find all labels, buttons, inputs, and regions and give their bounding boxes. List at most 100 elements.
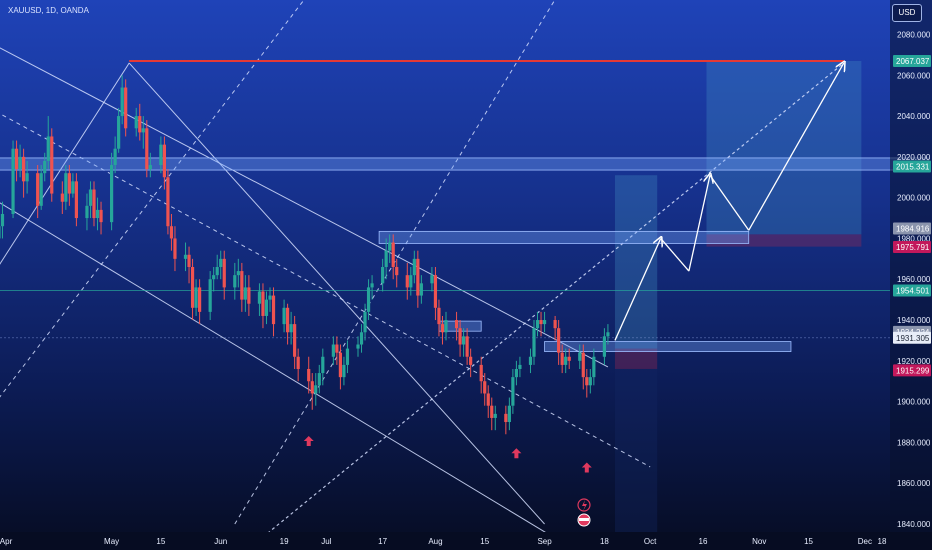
price-tag[interactable]: 1984.916 [893, 222, 931, 235]
candle[interactable] [359, 324, 364, 353]
candle[interactable] [458, 320, 462, 357]
forecast-arrow[interactable] [614, 238, 661, 341]
candle[interactable] [261, 283, 265, 329]
candle[interactable] [557, 320, 561, 365]
candle[interactable] [208, 271, 212, 321]
candle[interactable] [490, 397, 494, 431]
candle[interactable] [307, 356, 311, 394]
supply-zone[interactable] [378, 230, 750, 244]
candle[interactable] [310, 373, 314, 410]
candle[interactable] [381, 258, 385, 292]
candle[interactable] [504, 405, 508, 435]
candle[interactable] [437, 299, 441, 337]
candle[interactable] [578, 344, 582, 369]
candle[interactable] [95, 197, 100, 231]
candle[interactable] [518, 356, 522, 378]
candle[interactable] [50, 128, 54, 202]
candle[interactable] [92, 181, 96, 227]
candle[interactable] [289, 311, 293, 345]
candle[interactable] [338, 344, 342, 390]
parallel-dashed-line[interactable] [0, 0, 309, 430]
candle[interactable] [465, 328, 469, 365]
stop-box[interactable] [614, 348, 658, 369]
candle[interactable] [198, 279, 202, 325]
candle[interactable] [134, 107, 138, 137]
candle[interactable] [412, 250, 416, 284]
candle[interactable] [296, 348, 300, 382]
candle[interactable] [416, 250, 420, 308]
candle[interactable] [542, 311, 547, 333]
candle[interactable] [233, 262, 237, 300]
lightning-icon[interactable] [577, 498, 591, 512]
candle[interactable] [293, 315, 297, 369]
candle[interactable] [187, 246, 191, 284]
candle[interactable] [479, 356, 483, 394]
candle[interactable] [342, 356, 346, 386]
candle[interactable] [588, 368, 592, 394]
candle[interactable] [560, 344, 564, 374]
channel-top-line[interactable] [0, 34, 609, 368]
candle[interactable] [363, 303, 367, 341]
candle[interactable] [532, 320, 536, 365]
candle[interactable] [60, 181, 64, 214]
candle[interactable] [194, 279, 198, 316]
candle[interactable] [243, 275, 247, 312]
up-arrow-icon[interactable] [511, 448, 522, 459]
candle[interactable] [535, 311, 540, 337]
candle[interactable] [430, 267, 434, 292]
candle[interactable] [370, 275, 374, 300]
candle[interactable] [321, 348, 325, 386]
candle[interactable] [567, 348, 571, 369]
candle[interactable] [395, 258, 399, 288]
price-tag[interactable]: 2067.037 [893, 55, 931, 67]
candle[interactable] [440, 315, 445, 345]
candle[interactable] [138, 103, 142, 141]
candle[interactable] [514, 360, 518, 386]
price-tag[interactable]: 1915.299 [893, 364, 931, 377]
candle[interactable] [145, 120, 149, 178]
candle[interactable] [240, 262, 244, 312]
candle[interactable] [169, 213, 174, 251]
up-arrow-icon[interactable] [303, 436, 314, 447]
candle[interactable] [507, 397, 511, 431]
candle[interactable] [433, 267, 438, 321]
candle[interactable] [219, 250, 223, 280]
candle[interactable] [148, 152, 152, 178]
candle[interactable] [85, 193, 89, 231]
price-tag[interactable]: 1931.305 [893, 331, 931, 344]
channel-bottom-line[interactable] [0, 187, 559, 541]
candle[interactable] [64, 165, 68, 210]
fan-line-down[interactable] [128, 62, 545, 525]
candle[interactable] [469, 348, 473, 378]
candle[interactable] [190, 258, 195, 321]
forecast-arrow[interactable] [709, 174, 750, 231]
candle[interactable] [36, 165, 40, 219]
candle[interactable] [124, 79, 128, 137]
candle[interactable] [120, 75, 124, 125]
forecast-arrow[interactable] [660, 238, 690, 272]
candle[interactable] [317, 364, 321, 394]
candle[interactable] [606, 324, 610, 345]
candle[interactable] [11, 140, 15, 219]
candle[interactable] [409, 267, 413, 296]
candle[interactable] [585, 368, 589, 398]
candle[interactable] [581, 344, 585, 390]
candle[interactable] [25, 160, 29, 194]
candle[interactable] [88, 181, 93, 219]
currency-button[interactable]: USD [892, 4, 922, 22]
candle[interactable] [247, 275, 251, 316]
candle[interactable] [117, 107, 121, 153]
candle[interactable] [391, 234, 395, 280]
candle[interactable] [0, 218, 1, 247]
candle[interactable] [335, 336, 339, 365]
candle[interactable] [113, 136, 117, 174]
up-arrow-icon[interactable] [581, 462, 592, 473]
candle[interactable] [366, 279, 371, 321]
candle[interactable] [486, 385, 490, 418]
candle[interactable] [22, 148, 26, 198]
event-icons[interactable] [577, 498, 591, 527]
candle[interactable] [215, 254, 219, 280]
candle[interactable] [166, 169, 170, 235]
price-tag[interactable]: 2015.331 [893, 160, 931, 173]
